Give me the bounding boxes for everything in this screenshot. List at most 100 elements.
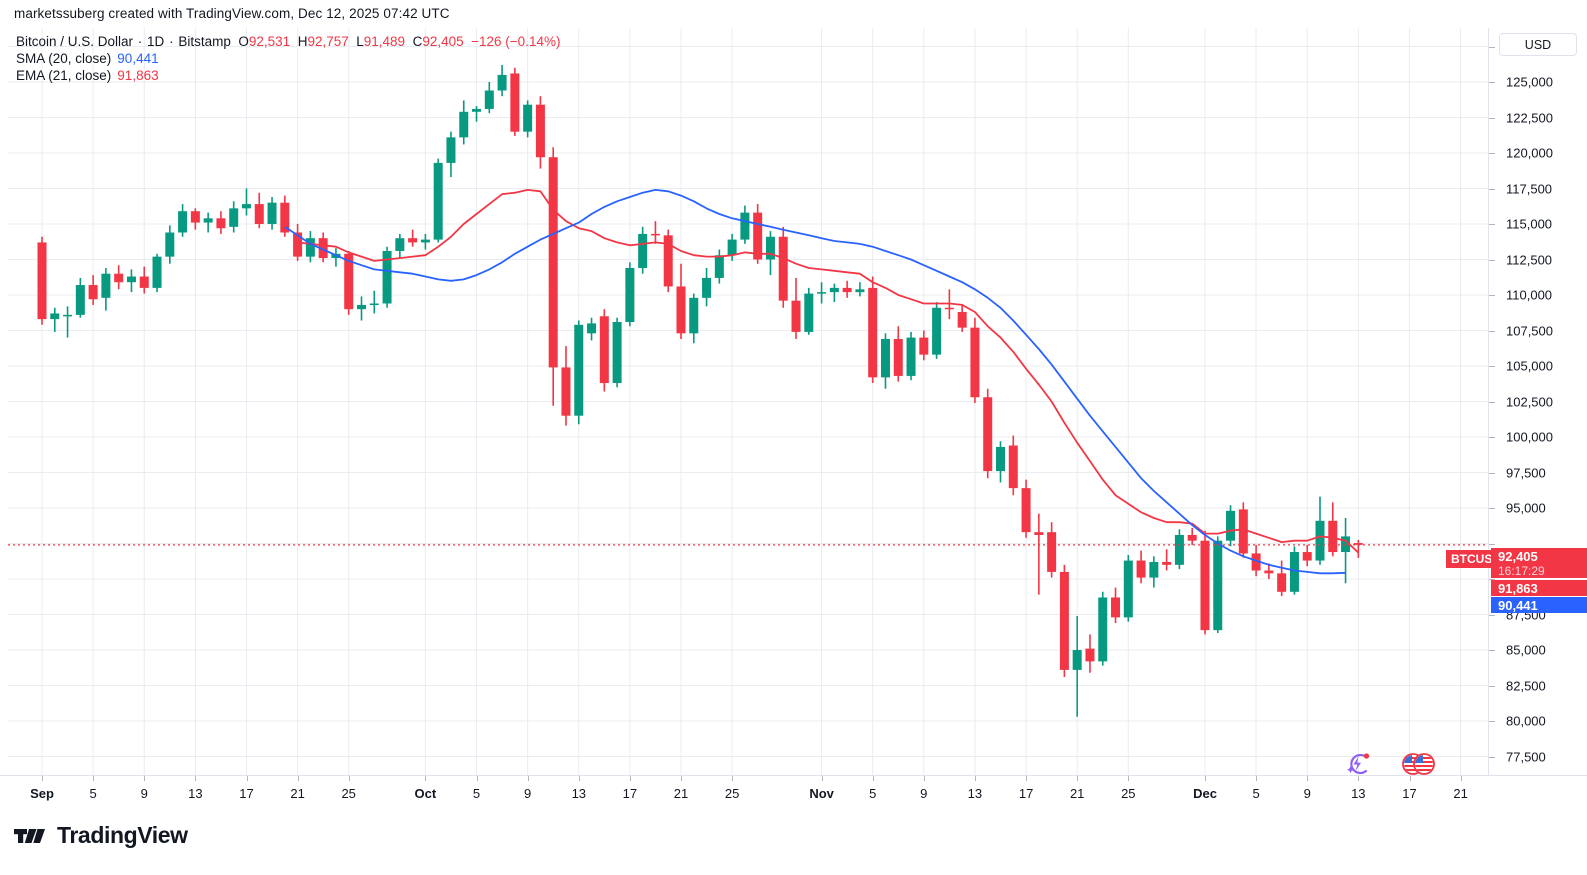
time-axis-tick (872, 776, 874, 781)
price-axis-tick (1489, 224, 1495, 225)
time-axis-label: Oct (414, 786, 437, 801)
price-axis-label: 110,000 (1506, 287, 1553, 303)
price-axis-tick (1489, 721, 1495, 722)
time-axis-tick (476, 776, 478, 781)
bar-countdown: 16:17:29 (1498, 564, 1545, 578)
price-axis-label: 105,000 (1506, 358, 1553, 374)
price-axis-tick (1489, 82, 1495, 83)
time-axis-tick (246, 776, 248, 781)
time-axis-label: Dec (1193, 786, 1217, 801)
time-axis[interactable]: Sep 5 9 13 17 21 25 Oct 5 9 13 17 21 25 Nov 5 9 13 17 21 25 D… (0, 775, 1587, 810)
price-axis-label: 82,500 (1506, 678, 1546, 693)
sma-price-badge: 90,441 (1491, 597, 1587, 613)
time-axis-tick (195, 776, 197, 781)
price-axis[interactable]: 127,500125,000122,500120,000117,500115,0… (1488, 28, 1587, 775)
time-axis-tick (629, 776, 631, 781)
time-axis-tick (1307, 776, 1309, 781)
attribution-text: marketssuberg created with TradingView.c… (14, 6, 450, 21)
price-axis-label: 95,000 (1506, 500, 1546, 516)
time-axis-tick (821, 776, 823, 781)
time-axis-label: 17 (1018, 786, 1034, 801)
currency-pill[interactable]: USD (1499, 33, 1577, 56)
time-axis-tick (923, 776, 925, 781)
price-axis-label: 100,000 (1506, 429, 1553, 445)
time-axis-tick (93, 776, 95, 781)
price-axis-tick (1489, 437, 1495, 438)
price-axis-tick (1489, 756, 1495, 758)
time-axis-label: 21 (290, 786, 305, 801)
time-axis-label: 9 (140, 786, 148, 801)
price-axis-tick (1489, 543, 1495, 545)
price-axis-tick (1489, 579, 1495, 580)
time-axis-label: 17 (622, 786, 638, 801)
last-price-value: 92,405 (1498, 549, 1538, 564)
price-axis-label: 112,500 (1506, 252, 1553, 267)
tradingview-logo[interactable]: TradingView (14, 822, 188, 849)
price-axis-tick (1489, 259, 1495, 261)
price-axis-tick (1489, 117, 1495, 119)
time-axis-tick (527, 776, 529, 781)
time-axis-tick (1358, 776, 1360, 781)
price-axis-tick (1489, 330, 1495, 332)
time-axis-tick (1256, 776, 1258, 781)
time-axis-label: 5 (472, 786, 481, 801)
price-axis-tick (1489, 508, 1495, 509)
footer-bar: TradingView (0, 810, 1587, 875)
time-axis-tick (42, 776, 43, 781)
time-axis-tick (1460, 776, 1462, 781)
time-axis-label: 17 (239, 786, 254, 801)
price-axis-tick (1489, 401, 1495, 403)
time-axis-label: 5 (869, 786, 877, 801)
time-axis-tick (1205, 776, 1206, 781)
time-axis-tick (144, 776, 146, 781)
tradingview-logo-text: TradingView (57, 822, 188, 848)
sparkle-lightning-icon[interactable] (1344, 750, 1372, 783)
time-axis-label: 13 (571, 786, 587, 801)
candlestick-svg (8, 28, 1488, 775)
price-axis-label: 115,000 (1506, 216, 1553, 232)
price-axis-tick (1489, 295, 1495, 296)
time-axis-tick (578, 776, 580, 781)
price-axis-label: 97,500 (1506, 465, 1546, 480)
time-axis-label: 21 (1453, 786, 1468, 801)
time-axis-label: 21 (1069, 786, 1085, 801)
price-axis-tick (1489, 650, 1495, 651)
time-axis-label: 25 (724, 786, 740, 801)
price-axis-label: 85,000 (1506, 642, 1546, 658)
price-axis-label: 117,500 (1506, 181, 1553, 196)
price-axis-tick (1489, 46, 1495, 48)
time-axis-label: 13 (1351, 786, 1366, 801)
time-axis-tick (974, 776, 976, 781)
time-axis-label: Nov (809, 786, 834, 801)
time-axis-label: 25 (341, 786, 356, 801)
price-axis-tick (1489, 366, 1495, 367)
time-axis-tick (348, 776, 350, 781)
chart-plot-area[interactable] (8, 28, 1488, 775)
price-axis-label: 77,500 (1506, 749, 1546, 764)
price-axis-label: 107,500 (1506, 323, 1553, 338)
time-axis-label: 25 (1121, 786, 1136, 801)
time-axis-label: 9 (1303, 786, 1311, 801)
tradingview-logo-icon (14, 828, 45, 843)
time-axis-label: Sep (30, 786, 54, 801)
time-axis-label: 17 (1402, 786, 1417, 801)
time-axis-tick (1409, 776, 1411, 781)
price-axis-label: 125,000 (1506, 74, 1553, 90)
time-axis-tick (732, 776, 734, 781)
time-axis-tick (1026, 776, 1028, 781)
price-axis-label: 80,000 (1506, 713, 1546, 729)
price-axis-label: 122,500 (1506, 110, 1553, 125)
time-axis-label: 5 (89, 786, 97, 801)
us-flag-icon[interactable] (1402, 752, 1436, 781)
time-axis-tick (297, 776, 299, 781)
price-axis-tick (1489, 472, 1495, 474)
time-axis-label: 5 (1252, 786, 1260, 801)
price-axis-label: 102,500 (1506, 394, 1553, 409)
time-axis-tick (425, 776, 427, 781)
time-axis-tick (681, 776, 682, 781)
time-axis-label: 9 (523, 786, 532, 801)
time-axis-tick (1128, 776, 1130, 781)
ema-price-badge: 91,863 (1491, 580, 1587, 596)
price-axis-tick (1489, 153, 1495, 154)
